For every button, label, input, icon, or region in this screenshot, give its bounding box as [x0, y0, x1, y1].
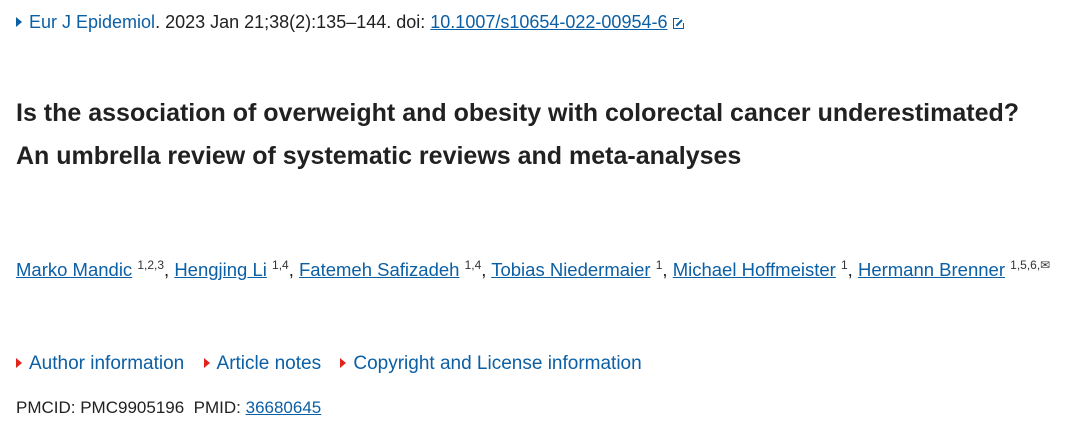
author-link[interactable]: Michael Hoffmeister: [672, 259, 836, 281]
toggle-copyright-license[interactable]: Copyright and License information: [340, 353, 642, 374]
affiliation[interactable]: 1,4: [464, 258, 482, 272]
journal-link[interactable]: Eur J Epidemiol: [29, 12, 156, 32]
author-link[interactable]: Hengjing Li: [174, 259, 267, 281]
citation-details: . 2023 Jan 21;38(2):135–144. doi:: [155, 12, 431, 32]
doi-link[interactable]: 10.1007/s10654-022-00954-6: [430, 12, 668, 32]
pmcid: PMCID: PMC9905196: [16, 398, 185, 417]
toggle-author-information[interactable]: Author information: [16, 353, 184, 374]
pmid-link[interactable]: 36680645: [245, 398, 322, 417]
author-link[interactable]: Hermann Brenner: [857, 259, 1005, 281]
toggle-article-notes[interactable]: Article notes: [203, 353, 321, 374]
citation: Eur J Epidemiol. 2023 Jan 21;38(2):135–1…: [16, 12, 686, 33]
expand-triangle-icon: [340, 358, 347, 368]
affiliation[interactable]: 1,5,6,✉: [1010, 258, 1051, 272]
external-link-icon[interactable]: [673, 17, 686, 29]
author-link[interactable]: Fatemeh Safizadeh: [299, 259, 460, 281]
article-info-toggles: Author information Article notes Copyrig…: [16, 353, 656, 375]
article-title: Is the association of overweight and obe…: [16, 99, 1020, 170]
affiliation[interactable]: 1,2,3: [137, 258, 165, 272]
expand-triangle-icon[interactable]: [16, 17, 22, 27]
affiliation[interactable]: 1,4: [272, 258, 289, 272]
author-list: Marko Mandic 1,2,3, Hengjing Li 1,4, Fat…: [16, 258, 1051, 281]
article-ids: PMCID: PMC9905196 PMID: 36680645: [16, 398, 321, 418]
affiliation[interactable]: 1: [655, 258, 663, 272]
author-link[interactable]: Marko Mandic: [16, 259, 133, 281]
affiliation[interactable]: 1: [840, 258, 848, 272]
pmid-label: PMID:: [193, 398, 241, 417]
expand-triangle-icon: [203, 358, 210, 368]
expand-triangle-icon: [16, 358, 22, 368]
author-link[interactable]: Tobias Niedermaier: [491, 259, 651, 281]
